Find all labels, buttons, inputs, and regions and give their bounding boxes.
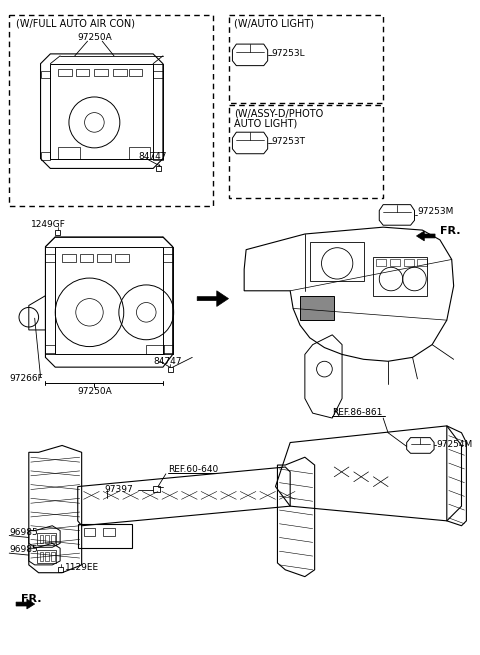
Bar [153, 152, 163, 160]
Bar [36, 533, 56, 546]
Bar [9, 14, 213, 206]
Bar [46, 253, 55, 263]
Text: 97253M: 97253M [418, 206, 454, 215]
Bar [115, 253, 129, 263]
Bar [40, 152, 50, 160]
Bar [36, 550, 56, 563]
Text: AUTO LIGHT): AUTO LIGHT) [234, 119, 298, 128]
Bar [97, 253, 111, 263]
Bar [51, 552, 55, 561]
Text: 97254M: 97254M [436, 440, 472, 449]
Text: FR.: FR. [21, 594, 41, 605]
Bar [404, 259, 414, 267]
Text: 97266F: 97266F [9, 374, 43, 383]
Bar [51, 534, 55, 544]
Text: 1129EE: 1129EE [65, 563, 99, 572]
Bar [376, 259, 386, 267]
Bar [228, 105, 383, 198]
Text: 84747: 84747 [138, 152, 167, 160]
Text: REF.86-861: REF.86-861 [332, 408, 383, 417]
Bar [163, 253, 173, 263]
Bar [40, 71, 50, 79]
Text: 97250A: 97250A [77, 386, 112, 396]
Bar [129, 69, 143, 77]
Bar [58, 147, 80, 159]
Polygon shape [16, 599, 35, 609]
Bar [58, 567, 63, 572]
Text: 97253L: 97253L [272, 49, 305, 58]
Bar [46, 534, 49, 544]
Bar [163, 345, 173, 354]
Bar [76, 69, 89, 77]
Text: 96985: 96985 [9, 528, 38, 536]
Bar [84, 528, 96, 536]
Bar [310, 242, 363, 281]
Text: (W/ASSY-D/PHOTO: (W/ASSY-D/PHOTO [234, 109, 324, 119]
Polygon shape [197, 291, 228, 307]
Bar [156, 166, 161, 172]
Bar [58, 69, 72, 77]
Bar [39, 534, 44, 544]
Text: 1249GF: 1249GF [31, 220, 66, 229]
Text: 96985: 96985 [9, 546, 38, 554]
Bar [373, 257, 427, 295]
Bar [103, 528, 115, 536]
Polygon shape [417, 231, 435, 241]
Text: (W/AUTO LIGHT): (W/AUTO LIGHT) [234, 18, 314, 29]
Text: 97397: 97397 [104, 485, 133, 494]
Bar [418, 259, 427, 267]
Text: (W/FULL AUTO AIR CON): (W/FULL AUTO AIR CON) [16, 18, 135, 29]
Text: 84747: 84747 [153, 358, 181, 366]
Bar [46, 552, 49, 561]
Text: 97250A: 97250A [77, 33, 112, 43]
Bar [390, 259, 400, 267]
Text: FR.: FR. [440, 226, 460, 236]
Bar [153, 485, 160, 493]
Bar [46, 345, 55, 354]
Bar [153, 71, 163, 79]
Bar [62, 253, 76, 263]
Bar [300, 295, 334, 320]
Bar [95, 69, 108, 77]
Bar [168, 367, 173, 372]
Text: 97253T: 97253T [272, 137, 306, 146]
Bar [228, 14, 383, 103]
Bar [129, 147, 150, 159]
Text: REF.60-640: REF.60-640 [168, 465, 218, 474]
Bar [146, 345, 164, 354]
Bar [78, 524, 132, 548]
Bar [39, 552, 44, 561]
Bar [80, 253, 94, 263]
Bar [55, 230, 60, 235]
Bar [113, 69, 127, 77]
